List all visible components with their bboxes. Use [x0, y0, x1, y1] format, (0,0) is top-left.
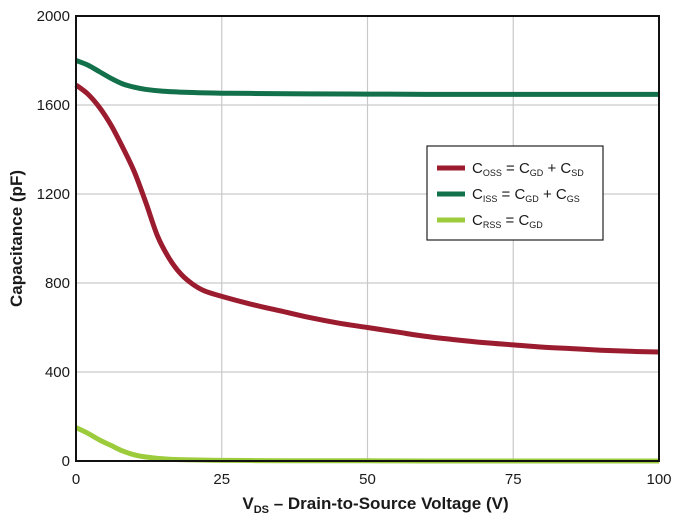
x-tick-label: 0: [72, 471, 80, 488]
x-axis-label: VDS – Drain-to-Source Voltage (V): [242, 494, 508, 516]
x-tick-label: 50: [359, 471, 376, 488]
x-tick-label: 25: [213, 471, 230, 488]
y-tick-label: 1200: [37, 186, 70, 203]
legend-label-0: COSS = CGD + CSD: [472, 160, 584, 178]
x-tick-label: 75: [505, 471, 522, 488]
y-tick-label: 0: [62, 453, 70, 470]
legend-label-2: CRSS = CGD: [472, 212, 543, 230]
x-axis-label-prefix: V: [242, 494, 254, 513]
y-tick-label: 2000: [37, 8, 70, 25]
grid-lines: [76, 16, 659, 461]
y-tick-label: 800: [45, 275, 70, 292]
x-tick-label: 100: [646, 471, 671, 488]
y-tick-labels: 0 400 800 1200 1600 2000: [37, 8, 70, 470]
series-line-0: [74, 82, 660, 355]
x-axis-label-rest: – Drain-to-Source Voltage (V): [269, 494, 509, 513]
y-tick-label: 1600: [37, 97, 70, 114]
x-axis-label-subscript: DS: [254, 504, 269, 516]
plot-frame: [75, 15, 660, 462]
legend: COSS = CGD + CSD CISS = CGD + CGS CRSS = C…: [426, 145, 604, 241]
y-axis-label: Capacitance (pF): [7, 170, 26, 307]
legend-label-1: CISS = CGD + CGS: [472, 186, 580, 204]
series-line-1: [75, 58, 659, 97]
y-tick-label: 400: [45, 364, 70, 381]
x-tick-labels: 0 25 50 75 100: [72, 471, 672, 488]
